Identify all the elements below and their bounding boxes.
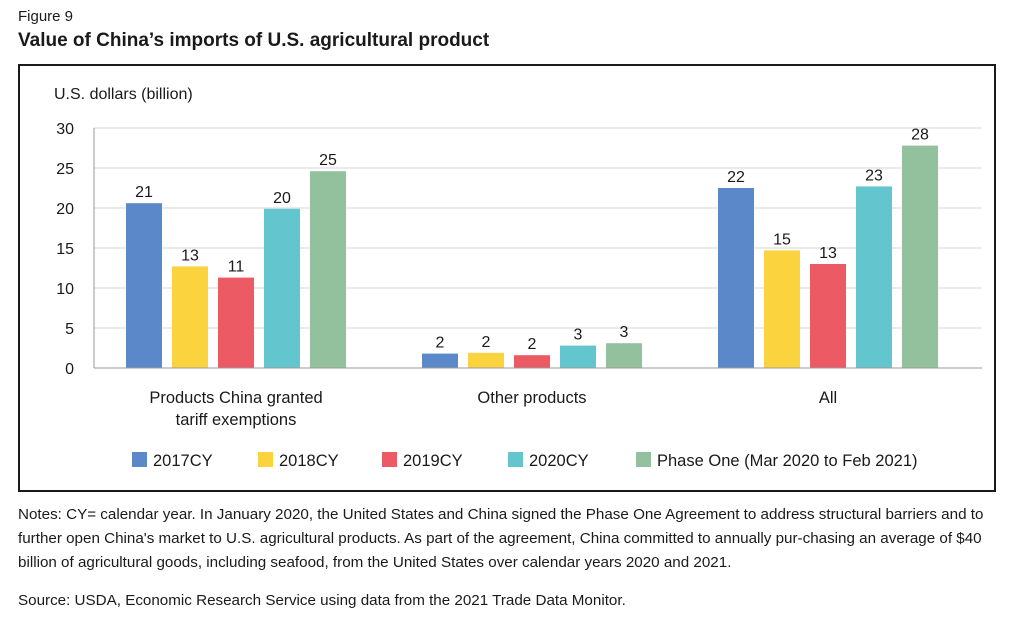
x-category-label: tariff exemptions [176,411,297,429]
bar [560,345,596,368]
bar [468,352,504,368]
bar [264,208,300,368]
bar [218,277,254,368]
x-category-label: Products China granted [149,389,322,407]
bar [856,186,892,368]
data-label: 20 [273,190,291,207]
legend-swatch [132,452,147,467]
data-label: 23 [865,167,883,184]
bar [172,266,208,368]
data-label: 3 [620,324,629,341]
x-category-label: All [819,389,837,407]
data-label: 22 [727,169,745,186]
data-label: 25 [319,152,337,169]
y-axis-unit-label: U.S. dollars (billion) [54,86,193,103]
x-category-label: Other products [477,389,586,407]
legend-label: 2018CY [279,452,339,470]
data-label: 3 [574,327,583,344]
bar [422,353,458,368]
y-tick-label: 0 [65,361,74,378]
bar [764,250,800,368]
legend-swatch [508,452,523,467]
bar [126,203,162,368]
axes: 0 5 10 15 20 25 30 Products China granted tariff… [56,121,982,429]
chart-source: Source: USDA, Economic Research Service … [18,592,626,609]
chart-frame: U.S. dollars (billion) 21 13 11 20 25 2 2 2 3 3 22… [18,64,996,492]
y-tick-label: 15 [56,241,74,258]
bar [606,343,642,368]
bar [718,188,754,368]
y-tick-label: 25 [56,161,74,178]
data-label: 13 [819,245,837,262]
bar [902,145,938,368]
chart-notes: Notes: CY= calendar year. In January 202… [18,506,984,571]
figure-label: Figure 9 [18,8,74,25]
legend-label: 2020CY [529,452,589,470]
bar [310,171,346,368]
data-label: 2 [528,336,537,353]
figure-title: Value of China’s imports of U.S. agricul… [18,30,490,51]
data-label: 28 [911,127,929,144]
legend: 2017CY 2018CY 2019CY 2020CY Phase One (Mar 2… [132,452,918,470]
data-label: 11 [228,259,245,276]
legend-swatch [258,452,273,467]
data-label: 15 [773,231,791,248]
y-tick-label: 20 [56,201,74,218]
bar [810,264,846,368]
legend-label: 2019CY [403,452,463,470]
legend-label: Phase One (Mar 2020 to Feb 2021) [657,452,918,470]
y-tick-label: 10 [56,281,74,298]
data-label: 2 [482,334,491,351]
legend-swatch [382,452,397,467]
legend-label: 2017CY [153,452,213,470]
data-label: 2 [436,335,445,352]
legend-swatch [636,452,651,467]
bar [514,355,550,368]
y-tick-label: 5 [65,321,74,338]
data-label: 13 [181,247,199,264]
data-label: 21 [135,184,153,201]
y-tick-label: 30 [56,121,74,138]
